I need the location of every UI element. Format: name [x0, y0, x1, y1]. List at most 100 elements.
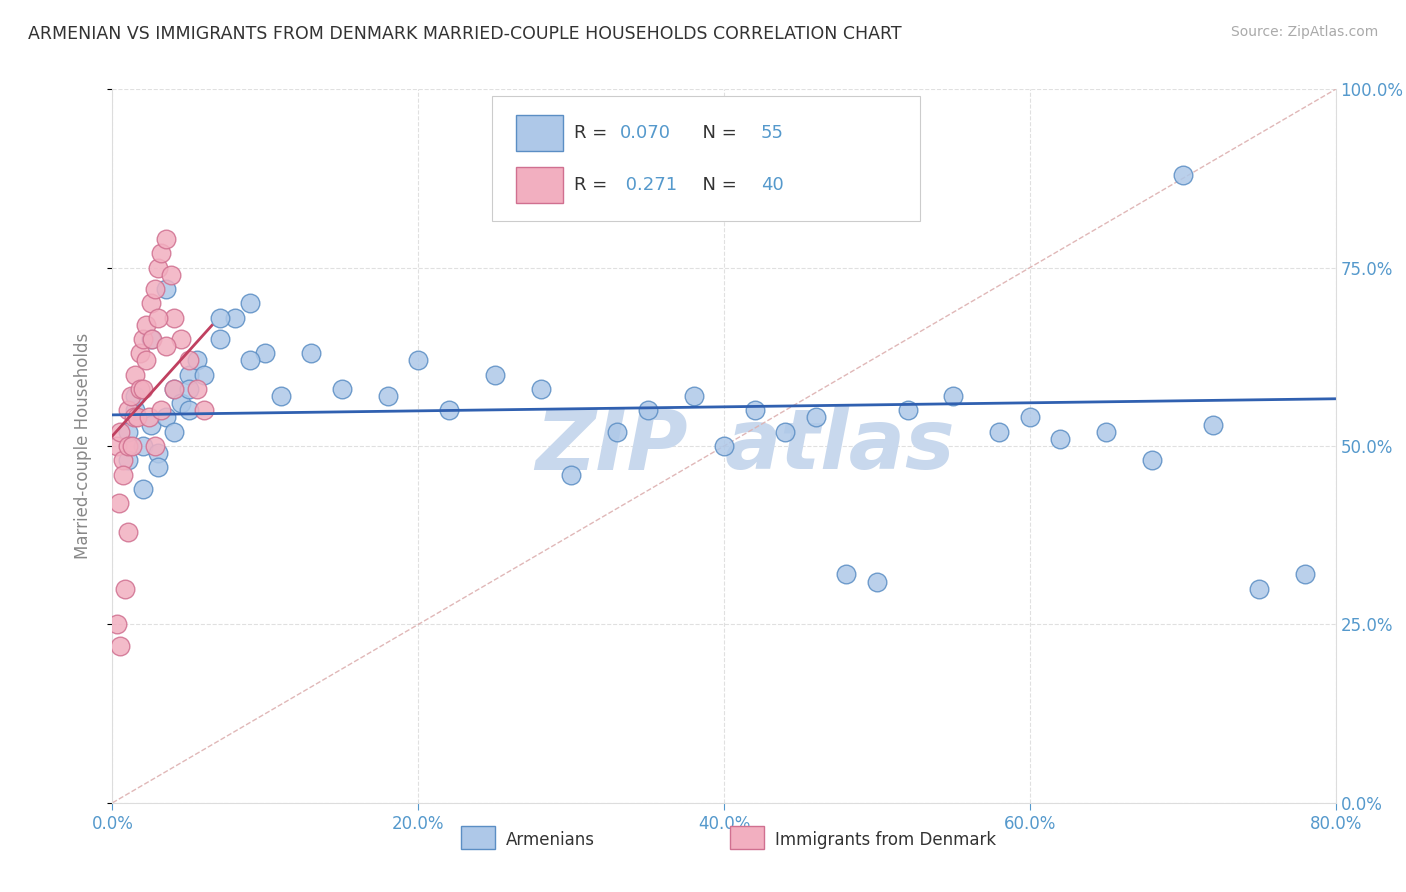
Point	[132, 439, 155, 453]
Point	[163, 382, 186, 396]
Text: ARMENIAN VS IMMIGRANTS FROM DENMARK MARRIED-COUPLE HOUSEHOLDS CORRELATION CHART: ARMENIAN VS IMMIGRANTS FROM DENMARK MARR…	[28, 25, 901, 43]
Point	[330, 382, 353, 396]
Point	[170, 396, 193, 410]
Point	[942, 389, 965, 403]
Point	[606, 425, 628, 439]
Point	[1142, 453, 1164, 467]
Point	[193, 403, 215, 417]
Point	[713, 439, 735, 453]
Point	[1018, 410, 1040, 425]
Point	[988, 425, 1011, 439]
Point	[177, 368, 200, 382]
Point	[1202, 417, 1225, 432]
Text: Source: ZipAtlas.com: Source: ZipAtlas.com	[1230, 25, 1378, 39]
Point	[682, 389, 704, 403]
Point	[148, 310, 170, 325]
Point	[270, 389, 292, 403]
Point	[560, 467, 582, 482]
Point	[208, 332, 231, 346]
Point	[224, 310, 246, 325]
Point	[1171, 168, 1194, 182]
Point	[139, 417, 162, 432]
Bar	[516, 115, 562, 151]
Text: 0.271: 0.271	[620, 176, 678, 194]
Text: Immigrants from Denmark: Immigrants from Denmark	[776, 831, 997, 849]
Point	[135, 353, 157, 368]
Text: R =: R =	[574, 124, 613, 142]
Point	[193, 368, 215, 382]
Point	[107, 496, 129, 510]
Point	[773, 425, 796, 439]
Point	[186, 382, 208, 396]
Point	[177, 353, 200, 368]
Point	[637, 403, 659, 417]
Text: N =: N =	[692, 176, 742, 194]
Point	[117, 403, 139, 417]
Point	[112, 453, 135, 467]
Text: N =: N =	[692, 124, 742, 142]
Point	[117, 425, 139, 439]
Point	[897, 403, 920, 417]
Point	[112, 467, 135, 482]
Point	[254, 346, 277, 360]
Point	[132, 482, 155, 496]
Point	[866, 574, 889, 589]
Point	[122, 410, 145, 425]
Text: ZIP: ZIP	[534, 406, 688, 486]
Point	[177, 403, 200, 417]
Point	[177, 382, 200, 396]
Point	[148, 460, 170, 475]
Point	[437, 403, 460, 417]
Point	[208, 310, 231, 325]
Point	[129, 346, 152, 360]
Point	[150, 246, 173, 260]
FancyBboxPatch shape	[492, 96, 920, 221]
Point	[1095, 425, 1118, 439]
Point	[163, 310, 186, 325]
Point	[132, 382, 155, 396]
Bar	[516, 167, 562, 202]
Point	[163, 425, 186, 439]
Point	[155, 282, 177, 296]
Point	[139, 332, 162, 346]
Point	[159, 268, 181, 282]
Point	[120, 389, 142, 403]
Text: atlas: atlas	[724, 406, 955, 486]
Point	[804, 410, 827, 425]
Point	[163, 382, 186, 396]
Point	[114, 582, 136, 596]
Point	[529, 382, 551, 396]
Point	[117, 453, 139, 467]
Point	[155, 339, 177, 353]
Point	[143, 439, 166, 453]
Point	[117, 439, 139, 453]
Point	[239, 296, 262, 310]
Text: 55: 55	[761, 124, 783, 142]
Point	[155, 410, 177, 425]
Point	[108, 425, 131, 439]
Point	[1049, 432, 1071, 446]
Point	[408, 353, 430, 368]
Point	[484, 368, 506, 382]
Point	[148, 260, 170, 275]
Point	[1294, 567, 1316, 582]
Point	[744, 403, 766, 417]
Point	[299, 346, 322, 360]
Point	[121, 439, 143, 453]
Text: 0.070: 0.070	[620, 124, 671, 142]
Text: Armenians: Armenians	[506, 831, 595, 849]
Point	[239, 353, 262, 368]
Point	[155, 232, 177, 246]
Text: R =: R =	[574, 176, 613, 194]
Point	[124, 403, 146, 417]
Point	[117, 524, 139, 539]
Point	[170, 332, 193, 346]
Point	[125, 410, 148, 425]
Point	[105, 439, 128, 453]
Bar	[730, 826, 765, 849]
Point	[143, 282, 166, 296]
Point	[139, 296, 162, 310]
Text: 40: 40	[761, 176, 783, 194]
Point	[124, 389, 146, 403]
Point	[124, 368, 146, 382]
